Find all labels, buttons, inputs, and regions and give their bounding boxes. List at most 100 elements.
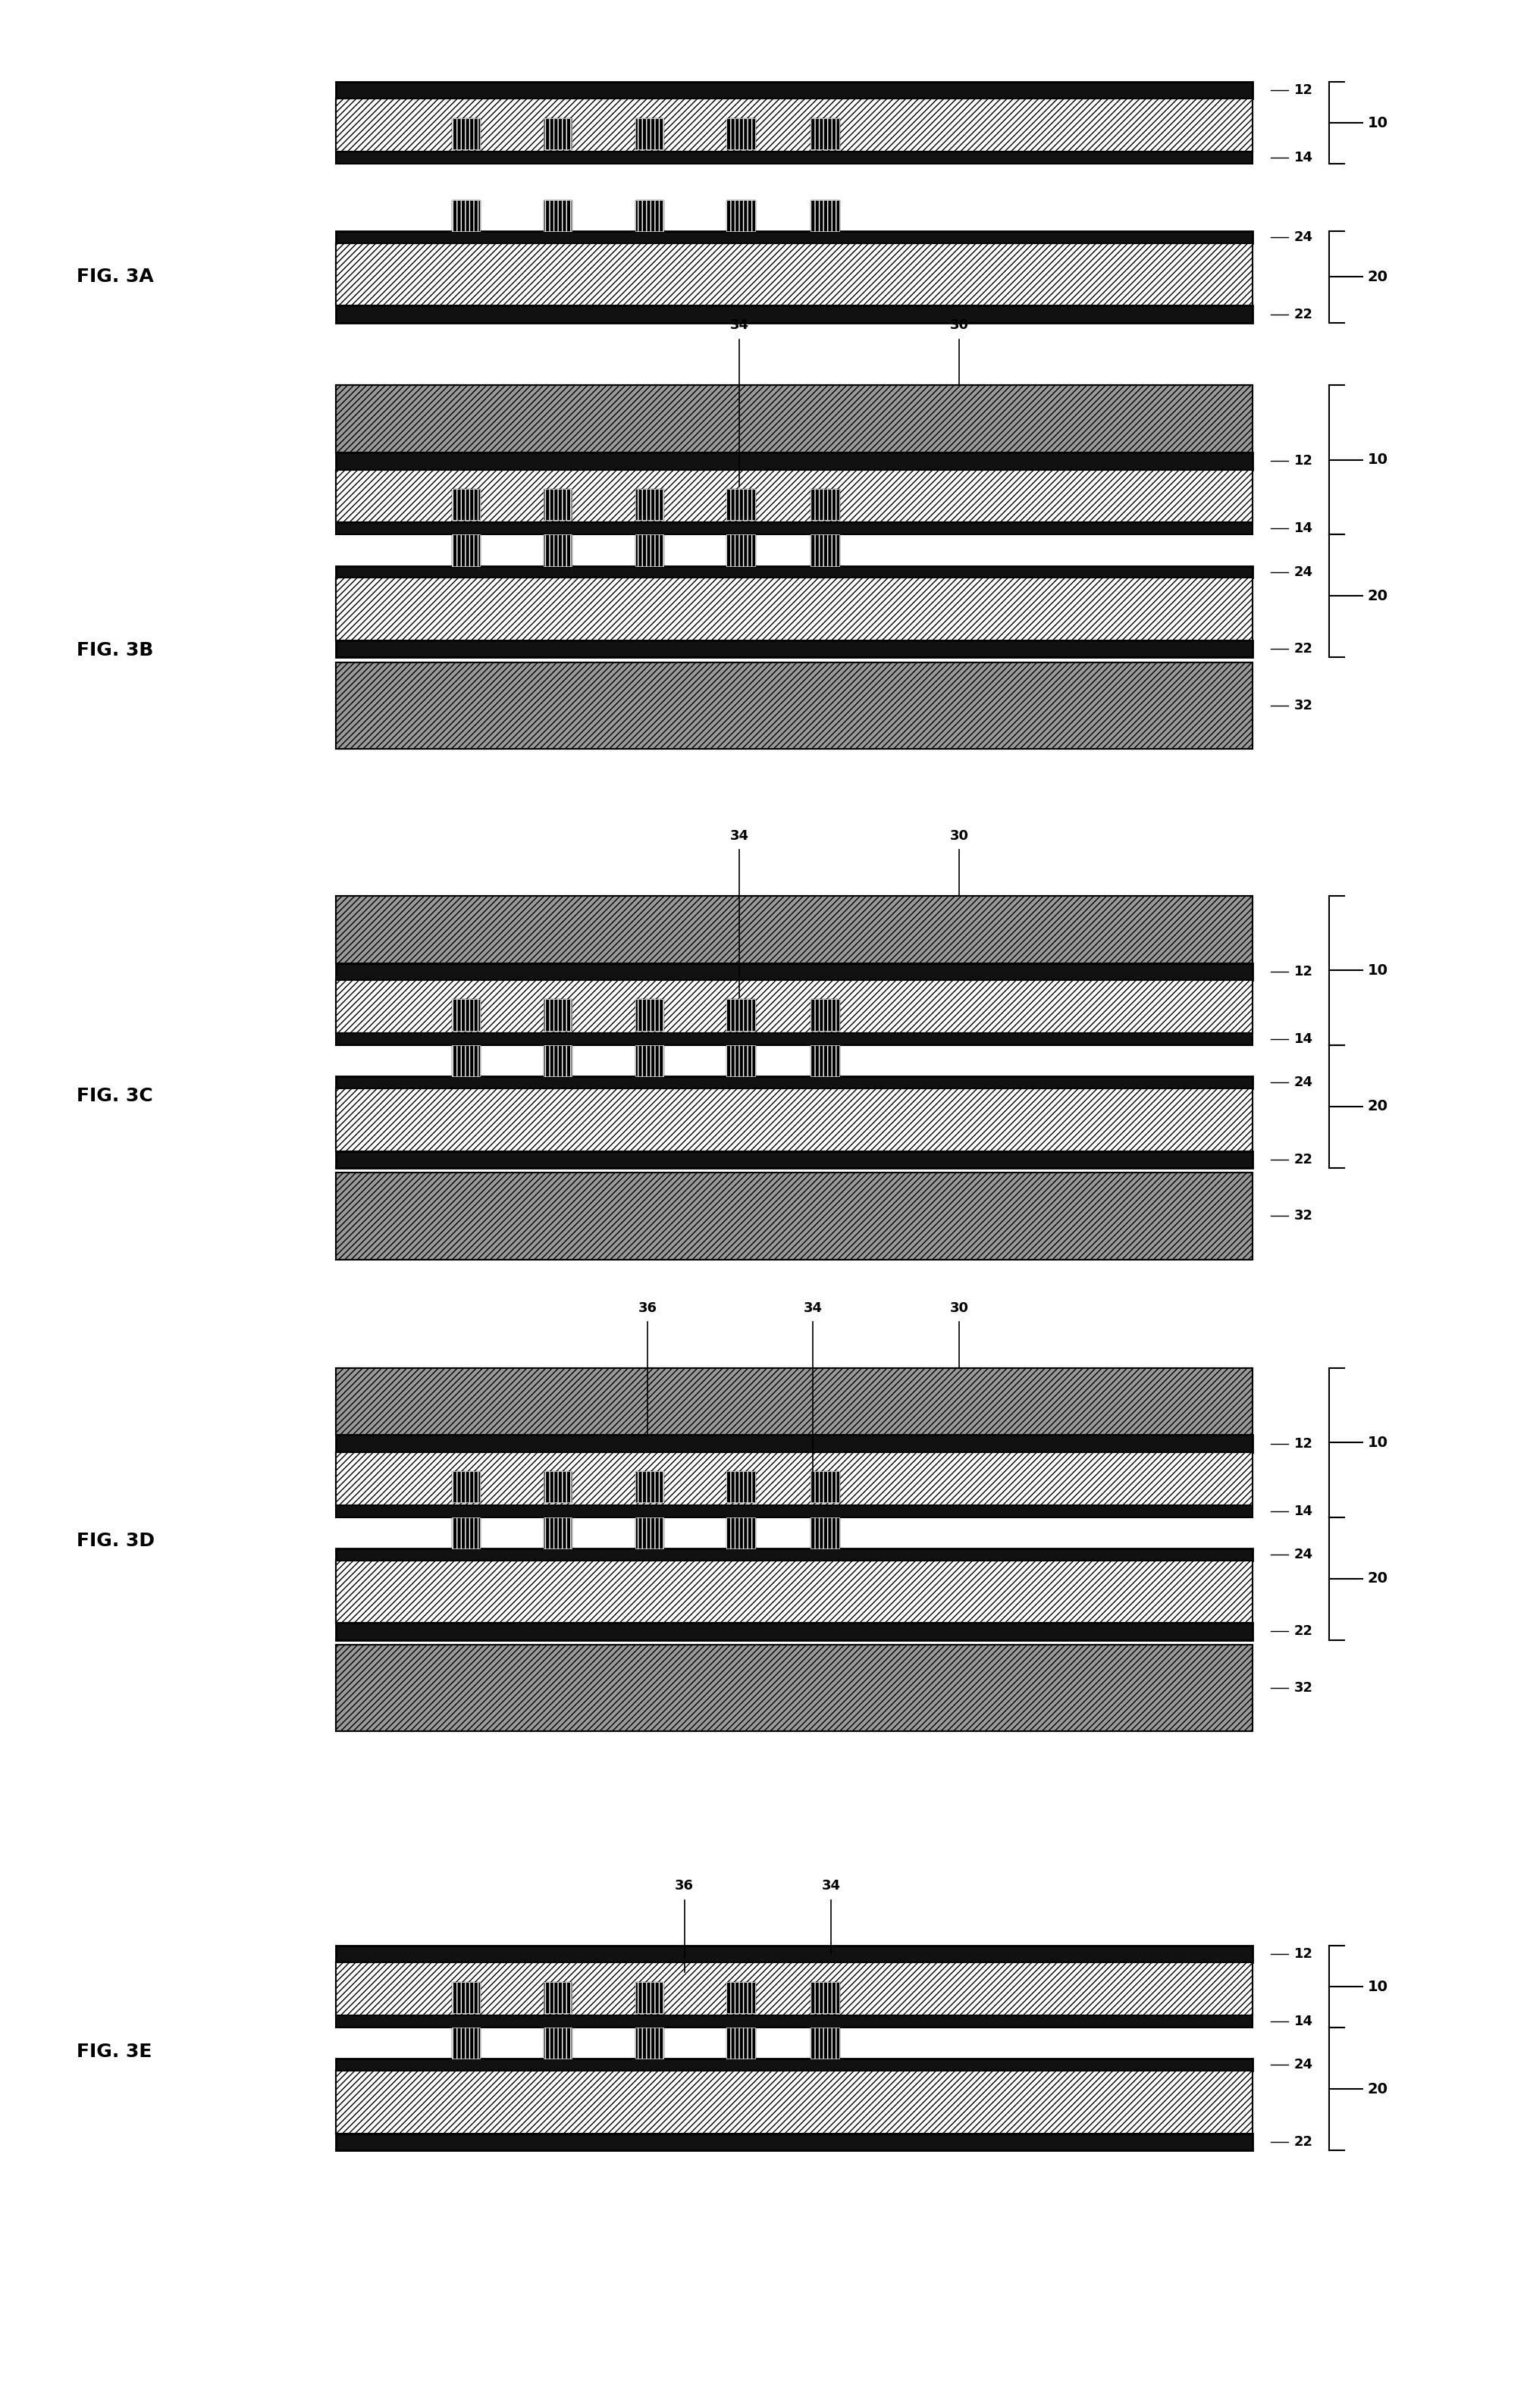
Bar — [336, 1368, 1252, 1435]
Bar — [336, 82, 1252, 99]
Bar — [336, 1368, 1252, 1435]
Bar — [336, 980, 1252, 1033]
Text: 34: 34 — [822, 1878, 840, 1893]
Bar — [635, 999, 663, 1031]
Bar — [727, 489, 754, 520]
Bar — [336, 1033, 1252, 1045]
Text: 24: 24 — [1293, 1548, 1312, 1560]
Bar — [336, 2071, 1252, 2133]
Bar — [811, 118, 838, 149]
Text: 20: 20 — [1367, 590, 1387, 602]
Bar — [336, 896, 1252, 963]
Bar — [727, 1982, 754, 2013]
Bar — [336, 662, 1252, 749]
Text: 36: 36 — [675, 1878, 693, 1893]
Bar — [544, 1045, 571, 1076]
Bar — [544, 489, 571, 520]
Bar — [811, 1517, 838, 1548]
Bar — [727, 118, 754, 149]
Bar — [544, 535, 571, 566]
Text: 20: 20 — [1367, 270, 1387, 284]
Text: FIG. 3B: FIG. 3B — [76, 641, 153, 660]
Text: 10: 10 — [1367, 963, 1387, 978]
Text: FIG. 3C: FIG. 3C — [76, 1086, 153, 1105]
Text: 34: 34 — [730, 828, 748, 843]
Bar — [336, 566, 1252, 578]
Text: FIG. 3A: FIG. 3A — [76, 267, 153, 287]
Bar — [452, 1471, 479, 1503]
Text: 20: 20 — [1367, 1100, 1387, 1112]
Bar — [336, 99, 1252, 152]
Bar — [811, 489, 838, 520]
Bar — [336, 662, 1252, 749]
Bar — [635, 1045, 663, 1076]
Bar — [811, 1517, 838, 1548]
Bar — [336, 243, 1252, 306]
Bar — [452, 535, 479, 566]
Bar — [635, 118, 663, 149]
Text: 12: 12 — [1293, 966, 1312, 978]
Text: 22: 22 — [1293, 2136, 1312, 2148]
Bar — [635, 1517, 663, 1548]
Bar — [544, 1982, 571, 2013]
Bar — [452, 1045, 479, 1076]
Bar — [452, 2028, 479, 2059]
Bar — [727, 999, 754, 1031]
Bar — [544, 2028, 571, 2059]
Bar — [336, 1088, 1252, 1151]
Bar — [452, 1517, 479, 1548]
Bar — [336, 470, 1252, 523]
Bar — [811, 200, 838, 231]
Text: 10: 10 — [1367, 116, 1387, 130]
Bar — [811, 1471, 838, 1503]
Bar — [544, 1982, 571, 2013]
Text: 30: 30 — [950, 828, 968, 843]
Text: FIG. 3D: FIG. 3D — [76, 1531, 154, 1551]
Bar — [635, 1982, 663, 2013]
Bar — [811, 1045, 838, 1076]
Text: 30: 30 — [950, 318, 968, 332]
Bar — [727, 535, 754, 566]
Text: 20: 20 — [1367, 2083, 1387, 2095]
Text: 32: 32 — [1293, 1209, 1312, 1223]
Bar — [336, 470, 1252, 523]
Bar — [336, 1076, 1252, 1088]
Bar — [452, 1517, 479, 1548]
Bar — [452, 200, 479, 231]
Text: 24: 24 — [1293, 2059, 1312, 2071]
Text: 12: 12 — [1293, 455, 1312, 467]
Bar — [727, 1517, 754, 1548]
Bar — [544, 1517, 571, 1548]
Bar — [544, 1471, 571, 1503]
Bar — [544, 200, 571, 231]
Bar — [544, 489, 571, 520]
Bar — [727, 1045, 754, 1076]
Bar — [811, 1982, 838, 2013]
Bar — [452, 999, 479, 1031]
Text: 12: 12 — [1293, 1438, 1312, 1450]
Bar — [635, 2028, 663, 2059]
Text: 30: 30 — [950, 1300, 968, 1315]
Bar — [635, 489, 663, 520]
Bar — [727, 489, 754, 520]
Text: 32: 32 — [1293, 698, 1312, 713]
Bar — [336, 152, 1252, 164]
Bar — [635, 1517, 663, 1548]
Bar — [811, 489, 838, 520]
Bar — [811, 200, 838, 231]
Bar — [727, 200, 754, 231]
Bar — [336, 1151, 1252, 1168]
Bar — [544, 999, 571, 1031]
Text: 14: 14 — [1293, 523, 1312, 535]
Bar — [544, 118, 571, 149]
Bar — [336, 1963, 1252, 2015]
Bar — [544, 1045, 571, 1076]
Bar — [336, 243, 1252, 306]
Bar — [635, 1045, 663, 1076]
Bar — [336, 896, 1252, 963]
Text: FIG. 3E: FIG. 3E — [76, 2042, 151, 2061]
Bar — [727, 1982, 754, 2013]
Text: 10: 10 — [1367, 1435, 1387, 1450]
Bar — [811, 118, 838, 149]
Bar — [336, 1435, 1252, 1452]
